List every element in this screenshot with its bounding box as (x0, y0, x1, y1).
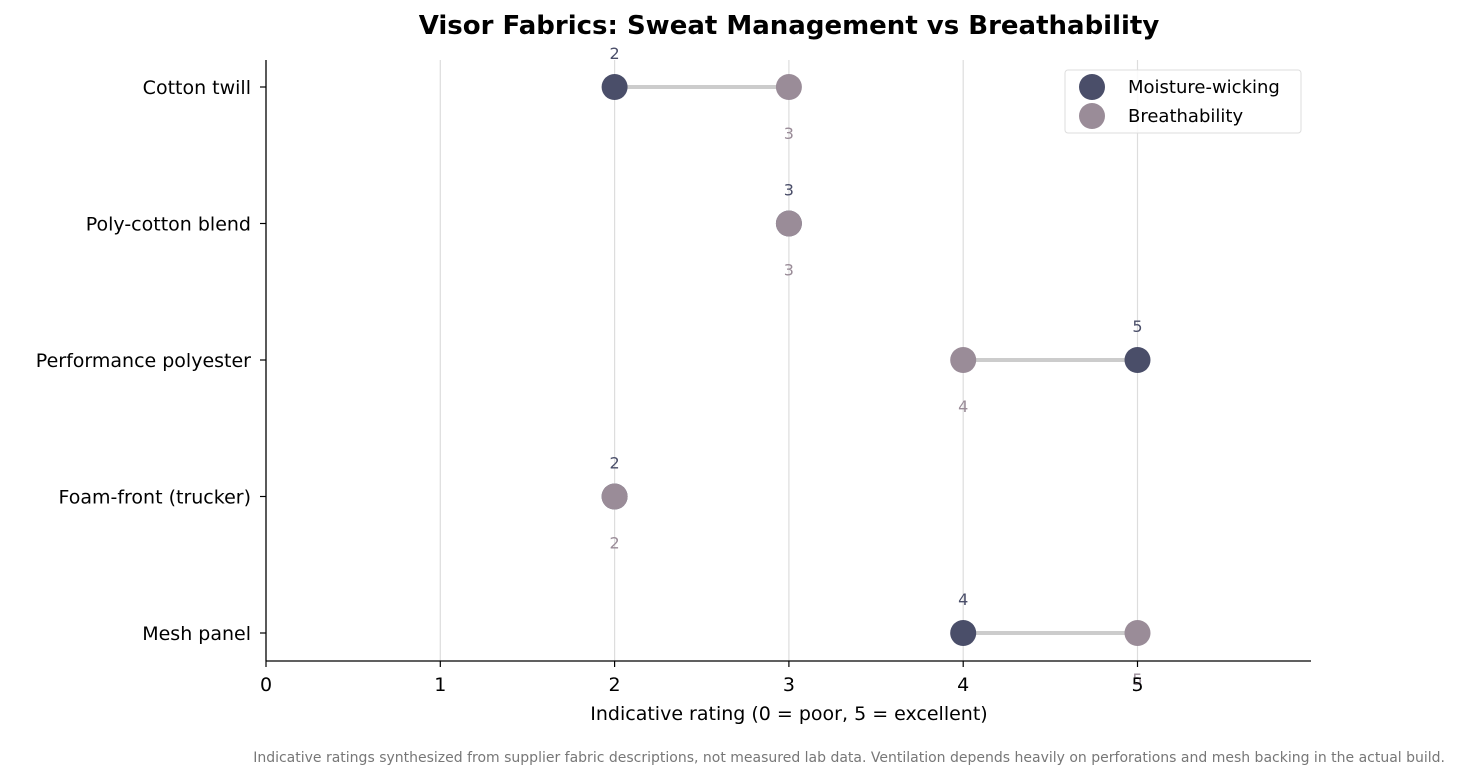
connectors (612, 85, 1140, 635)
y-tick-label: Performance polyester (36, 350, 251, 372)
data-label-moisture-wicking: 2 (610, 454, 620, 473)
legend: Moisture-wicking Breathability (1064, 69, 1302, 134)
chart-title: Visor Fabrics: Sweat Management vs Breat… (419, 11, 1160, 41)
data-label-moisture-wicking: 4 (958, 590, 968, 609)
legend-label-breathability: Breathability (1128, 106, 1243, 127)
y-tick-labels: Cotton twill Poly-cotton blend Performance… (36, 77, 266, 645)
x-tick-label-4: 4 (957, 674, 969, 696)
data-label-breathability: 2 (610, 534, 620, 553)
y-tick-label: Poly-cotton blend (86, 214, 251, 236)
data-label-moisture-wicking: 2 (610, 44, 620, 63)
x-tick-label-2: 2 (609, 674, 621, 696)
x-axis-label: Indicative rating (0 = poor, 5 = excelle… (590, 703, 987, 725)
y-tick-label: Mesh panel (142, 623, 251, 645)
x-tick-label-1: 1 (434, 674, 446, 696)
point-breathability (950, 347, 977, 373)
footnote: Indicative ratings synthesized from supp… (253, 750, 1445, 766)
data-labels: 2 3 3 3 5 4 2 2 4 5 (610, 44, 1143, 689)
legend-marker-breathability (1079, 103, 1105, 129)
x-tick-label-0: 0 (260, 674, 272, 696)
point-moisture-wicking (1124, 347, 1151, 373)
data-label-moisture-wicking: 5 (1132, 317, 1142, 336)
data-label-breathability: 3 (784, 261, 794, 280)
y-tick-label: Cotton twill (143, 77, 251, 99)
data-label-breathability: 3 (784, 124, 794, 143)
x-tick-labels: 0 1 2 3 4 5 (260, 661, 1144, 696)
x-tick-label-3: 3 (783, 674, 795, 696)
point-breathability (775, 74, 802, 100)
x-tick-label-5: 5 (1131, 674, 1143, 696)
data-label-moisture-wicking: 3 (784, 181, 794, 200)
legend-label-moisture-wicking: Moisture-wicking (1128, 77, 1280, 98)
y-tick-label: Foam-front (trucker) (58, 487, 251, 509)
legend-box (1064, 69, 1302, 134)
point-breathability (1124, 620, 1151, 646)
point-breathability (601, 483, 628, 510)
data-points (601, 74, 1151, 646)
data-label-breathability: 5 (1132, 670, 1142, 689)
point-moisture-wicking (601, 74, 628, 100)
point-moisture-wicking (950, 620, 977, 646)
data-label-breathability: 4 (958, 397, 968, 416)
point-breathability (775, 210, 802, 237)
legend-marker-moisture-wicking (1079, 74, 1105, 100)
